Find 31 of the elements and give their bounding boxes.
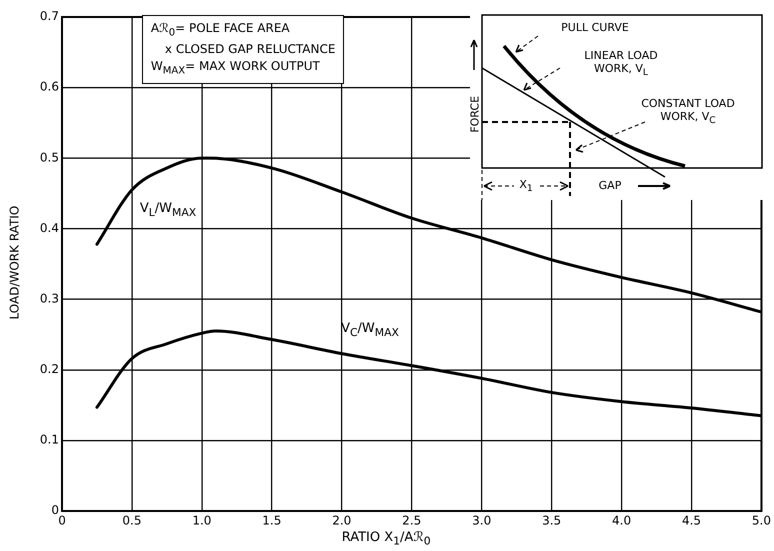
y-axis-title: LOAD/WORK RATIO (7, 204, 22, 322)
x-tick-label: 2.5 (402, 513, 422, 528)
x-tick-label: 4.5 (682, 513, 702, 528)
y-tick-label: 0.1 (40, 432, 59, 447)
annotation: W$_{MAX}$= MAX WORK OUTPUT (150, 58, 321, 79)
x-tick-label: 0.5 (122, 513, 142, 528)
annotation: Aℛ$_{0}$= POLE FACE AREA (150, 20, 291, 40)
annotation: LINEAR LOAD WORK, V$_{L}$ (583, 49, 659, 78)
annotation: V$_{C}$/W$_{MAX}$ (341, 321, 399, 339)
annotation: FORCE (468, 94, 482, 135)
y-tick-label: 0.3 (40, 291, 59, 306)
x-tick-label: 4.0 (612, 513, 632, 528)
annotation: PULL CURVE (560, 21, 630, 35)
y-tick-label: 0 (51, 503, 59, 518)
y-tick-label: 0.4 (40, 220, 59, 235)
y-tick-label: 0.7 (40, 9, 59, 24)
annotation: V$_{L}$/W$_{MAX}$ (140, 201, 196, 219)
annotation: X$_{1}$ (514, 178, 538, 195)
annotation: x CLOSED GAP RELUCTANCE (164, 40, 336, 58)
x-tick-label: 3.5 (542, 513, 562, 528)
x-tick-label: 2.0 (332, 513, 352, 528)
x-tick-label: 1.0 (192, 513, 212, 528)
y-tick-label: 0.2 (40, 362, 59, 376)
annotation: CONSTANT LOAD WORK, V$_{C}$ (640, 97, 736, 126)
y-tick-label: 0.5 (40, 150, 59, 164)
x-tick-label: 5.0 (752, 513, 772, 528)
x-axis-title: RATIO X$_{1}$/Aℛ$_{0}$ (342, 530, 431, 548)
x-tick-label: 1.5 (262, 513, 282, 528)
annotation: GAP (598, 179, 622, 193)
y-tick-label: 0.6 (40, 80, 59, 94)
x-tick-label: 3.0 (472, 513, 492, 528)
